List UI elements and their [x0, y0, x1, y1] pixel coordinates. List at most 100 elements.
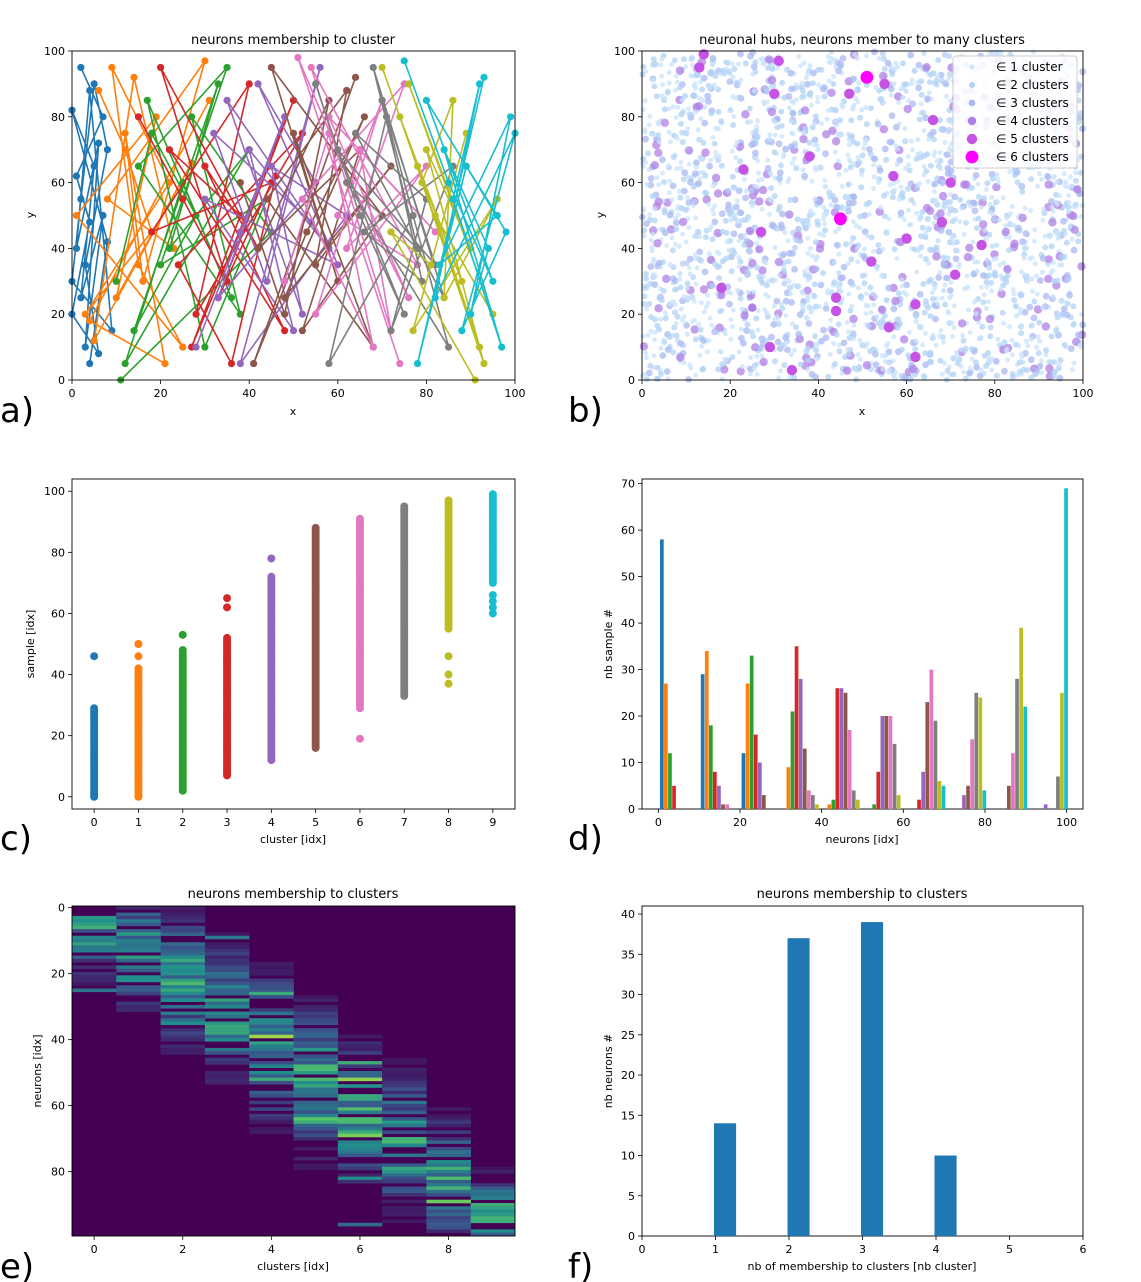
data-point — [355, 514, 364, 523]
data-point — [201, 195, 209, 203]
y-axis-label: nb sample # — [602, 609, 615, 679]
data-point — [891, 246, 898, 253]
data-point — [820, 326, 827, 334]
data-point — [894, 146, 900, 152]
data-point — [989, 195, 995, 200]
data-point — [651, 83, 658, 90]
heatmap-cell — [337, 1034, 383, 1039]
heatmap-cell — [116, 912, 161, 917]
x-tick-label: 20 — [723, 387, 737, 400]
data-point — [905, 154, 911, 159]
heatmap-cell — [382, 1193, 427, 1197]
heatmap-cell — [160, 1034, 206, 1039]
bar — [929, 669, 934, 809]
data-point — [856, 366, 863, 373]
data-point — [822, 227, 829, 234]
data-point — [1039, 370, 1044, 376]
data-point — [666, 190, 672, 196]
data-point — [94, 86, 103, 95]
data-point — [765, 294, 771, 300]
data-point — [1007, 235, 1013, 240]
data-point — [640, 63, 647, 70]
data-point — [1019, 238, 1026, 246]
data-point — [730, 122, 737, 128]
data-point — [444, 496, 453, 505]
data-point — [731, 184, 738, 191]
data-point — [956, 261, 962, 267]
hub-point — [716, 282, 727, 294]
data-point — [957, 319, 967, 328]
data-point — [1030, 314, 1038, 322]
hub-point — [755, 226, 767, 238]
data-point — [778, 108, 785, 115]
heatmap-cell — [160, 919, 206, 923]
heatmap-cell — [426, 1173, 471, 1177]
data-point — [754, 372, 760, 377]
data-point — [294, 53, 302, 62]
x-tick-label: 100 — [1073, 387, 1094, 400]
data-point — [659, 56, 665, 62]
data-point — [693, 215, 699, 221]
data-point — [658, 297, 665, 304]
data-point — [738, 334, 745, 342]
heatmap-cell — [426, 1130, 471, 1134]
data-point — [647, 113, 653, 119]
hub-point — [844, 88, 855, 99]
y-tick-label: 60 — [51, 607, 65, 620]
heatmap-cell — [426, 1212, 471, 1217]
data-point — [716, 250, 722, 256]
data-point — [227, 294, 236, 302]
data-point — [692, 317, 698, 323]
data-point — [903, 104, 912, 114]
heatmap-cell — [204, 1024, 250, 1029]
data-point — [1041, 322, 1051, 331]
heatmap-cell — [337, 1146, 383, 1151]
x-tick-label: 0 — [639, 387, 646, 400]
heatmap-cell — [249, 1024, 294, 1029]
data-point — [724, 239, 730, 245]
data-point — [1038, 358, 1044, 364]
data-point — [836, 171, 842, 177]
bar — [749, 655, 754, 809]
data-point — [735, 142, 745, 151]
data-point — [738, 326, 744, 332]
data-point — [661, 337, 667, 343]
data-point — [779, 210, 786, 218]
data-point — [918, 78, 925, 85]
data-point — [809, 178, 815, 184]
data-point — [857, 337, 863, 343]
data-point — [960, 180, 969, 189]
data-point — [909, 364, 918, 374]
heatmap-cell — [293, 1094, 339, 1098]
data-point — [263, 195, 271, 203]
data-point — [871, 248, 877, 254]
data-point — [86, 317, 94, 325]
bar — [741, 753, 746, 809]
data-point — [964, 273, 970, 279]
data-point — [979, 220, 988, 229]
heatmap-cell — [249, 985, 294, 989]
hub-point — [748, 303, 757, 312]
data-point — [861, 145, 867, 151]
data-point — [925, 179, 931, 185]
data-point — [916, 323, 922, 329]
data-point — [879, 125, 888, 134]
data-point — [835, 321, 842, 328]
data-point — [157, 261, 165, 269]
data-point — [680, 176, 687, 183]
data-point — [727, 107, 734, 114]
heatmap-cell — [293, 1090, 339, 1095]
data-point — [1030, 288, 1035, 294]
data-point — [910, 147, 915, 153]
data-point — [864, 291, 869, 297]
data-point — [1011, 291, 1017, 297]
data-point — [938, 166, 943, 171]
data-point — [356, 211, 364, 220]
bar — [709, 725, 713, 809]
data-point — [970, 239, 976, 245]
heatmap-cell — [382, 1219, 427, 1224]
legend-marker — [965, 150, 979, 164]
data-point — [1036, 277, 1044, 284]
data-point — [651, 256, 657, 262]
bar — [970, 739, 974, 809]
